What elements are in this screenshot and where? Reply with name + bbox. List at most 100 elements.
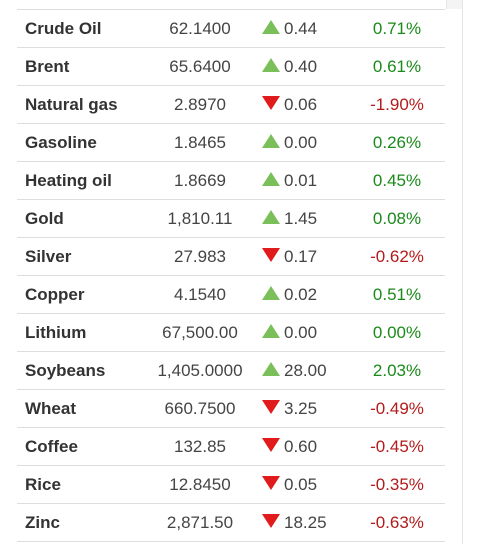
percent-change: 0.61%	[372, 57, 422, 76]
commodity-name[interactable]: Silver	[25, 247, 72, 266]
commodity-change: 18.25	[262, 504, 342, 541]
percent-change: -0.63%	[370, 513, 424, 532]
commodity-change: 0.01	[262, 162, 342, 199]
commodity-price: 132.85	[174, 437, 226, 456]
commodity-name[interactable]: Copper	[25, 285, 85, 304]
commodity-price: 1,810.11	[167, 209, 233, 228]
commodity-price: 1,405.0000	[157, 361, 243, 380]
table-row[interactable]: Gold 1,810.11 1.45 0.08%	[17, 200, 445, 238]
table-row[interactable]: Copper 4.1540 0.02 0.51%	[17, 276, 445, 314]
percent-change: 0.26%	[372, 133, 422, 152]
table-row[interactable]: Heating oil 1.8669 0.01 0.45%	[17, 162, 445, 200]
arrow-down-icon	[262, 399, 280, 414]
percent-change: -0.49%	[370, 399, 424, 418]
table-row[interactable]: Silver 27.983 0.17 -0.62%	[17, 238, 445, 276]
commodity-change: 28.00	[262, 352, 342, 389]
change-value: 28.00	[284, 361, 327, 380]
commodity-price: 12.8450	[169, 475, 231, 494]
change-value: 0.00	[284, 133, 318, 152]
arrow-up-icon	[262, 19, 280, 34]
change-value: 3.25	[284, 399, 318, 418]
table-row[interactable]: Rice 12.8450 0.05 -0.35%	[17, 466, 445, 504]
percent-change: -0.62%	[370, 247, 424, 266]
commodity-change: 0.60	[262, 428, 342, 465]
change-value: 0.05	[284, 475, 318, 494]
commodity-name[interactable]: Wheat	[25, 399, 76, 418]
commodity-name[interactable]: Coffee	[25, 437, 78, 456]
percent-change: 0.71%	[372, 19, 422, 38]
change-value: 0.40	[284, 57, 318, 76]
arrow-down-icon	[262, 513, 280, 528]
arrow-up-icon	[262, 57, 280, 72]
percent-change: -0.35%	[370, 475, 424, 494]
commodity-change: 0.44	[262, 10, 342, 47]
change-value: 0.00	[284, 323, 318, 342]
change-value: 0.44	[284, 19, 318, 38]
commodity-change: 0.06	[262, 86, 342, 123]
commodity-name[interactable]: Rice	[25, 475, 61, 494]
commodity-price: 65.6400	[169, 57, 231, 76]
commodity-name[interactable]: Gasoline	[25, 133, 97, 152]
percent-change: 2.03%	[372, 361, 422, 380]
arrow-up-icon	[262, 171, 280, 186]
commodity-price: 1.8669	[174, 171, 226, 190]
arrow-up-icon	[262, 361, 280, 376]
commodity-name[interactable]: Gold	[25, 209, 64, 228]
commodity-name[interactable]: Lithium	[25, 323, 87, 342]
commodity-change: 0.17	[262, 238, 342, 275]
commodity-price: 67,500.00	[162, 323, 238, 342]
percent-change: 0.45%	[372, 171, 422, 190]
commodity-price: 2.8970	[174, 95, 226, 114]
commodities-table: Crude Oil 62.1400 0.44 0.71% Brent 65.64…	[17, 9, 445, 542]
commodities-panel: Crude Oil 62.1400 0.44 0.71% Brent 65.64…	[17, 0, 463, 544]
commodity-change: 0.00	[262, 124, 342, 161]
percent-change: -0.45%	[370, 437, 424, 456]
change-value: 0.02	[284, 285, 318, 304]
table-row[interactable]: Lithium 67,500.00 0.00 0.00%	[17, 314, 445, 352]
commodity-change: 3.25	[262, 390, 342, 427]
commodity-change: 0.02	[262, 276, 342, 313]
commodity-change: 0.00	[262, 314, 342, 351]
percent-change: 0.51%	[372, 285, 422, 304]
commodity-name[interactable]: Crude Oil	[25, 19, 102, 38]
commodity-name[interactable]: Brent	[25, 57, 70, 76]
commodity-price: 4.1540	[174, 285, 226, 304]
arrow-up-icon	[262, 323, 280, 338]
percent-change: -1.90%	[370, 95, 424, 114]
commodity-price: 62.1400	[169, 19, 231, 38]
table-row[interactable]: Soybeans 1,405.0000 28.00 2.03%	[17, 352, 445, 390]
arrow-down-icon	[262, 437, 280, 452]
commodity-name[interactable]: Natural gas	[25, 95, 118, 114]
arrow-up-icon	[262, 285, 280, 300]
change-value: 0.06	[284, 95, 318, 114]
arrow-down-icon	[262, 475, 280, 490]
commodity-name[interactable]: Soybeans	[25, 361, 106, 380]
commodity-name[interactable]: Heating oil	[25, 171, 112, 190]
commodity-price: 27.983	[174, 247, 226, 266]
commodity-name[interactable]: Zinc	[25, 513, 60, 532]
percent-change: 0.00%	[372, 323, 422, 342]
percent-change: 0.08%	[372, 209, 422, 228]
arrow-down-icon	[262, 95, 280, 110]
commodity-change: 1.45	[262, 200, 342, 237]
change-value: 0.01	[284, 171, 318, 190]
table-row[interactable]: Brent 65.6400 0.40 0.61%	[17, 48, 445, 86]
commodity-change: 0.40	[262, 48, 342, 85]
arrow-up-icon	[262, 133, 280, 148]
change-value: 0.60	[284, 437, 318, 456]
table-row[interactable]: Natural gas 2.8970 0.06 -1.90%	[17, 86, 445, 124]
commodity-price: 660.7500	[164, 399, 236, 418]
table-row[interactable]: Gasoline 1.8465 0.00 0.26%	[17, 124, 445, 162]
change-value: 18.25	[284, 513, 327, 532]
arrow-down-icon	[262, 247, 280, 262]
table-row[interactable]: Crude Oil 62.1400 0.44 0.71%	[17, 9, 445, 48]
change-value: 1.45	[284, 209, 318, 228]
arrow-up-icon	[262, 209, 280, 224]
table-row[interactable]: Coffee 132.85 0.60 -0.45%	[17, 428, 445, 466]
commodity-price: 2,871.50	[166, 513, 234, 532]
change-value: 0.17	[284, 247, 318, 266]
table-row[interactable]: Wheat 660.7500 3.25 -0.49%	[17, 390, 445, 428]
commodity-change: 0.05	[262, 466, 342, 503]
scrollbar-track[interactable]	[446, 0, 462, 9]
table-row[interactable]: Zinc 2,871.50 18.25 -0.63%	[17, 504, 445, 542]
